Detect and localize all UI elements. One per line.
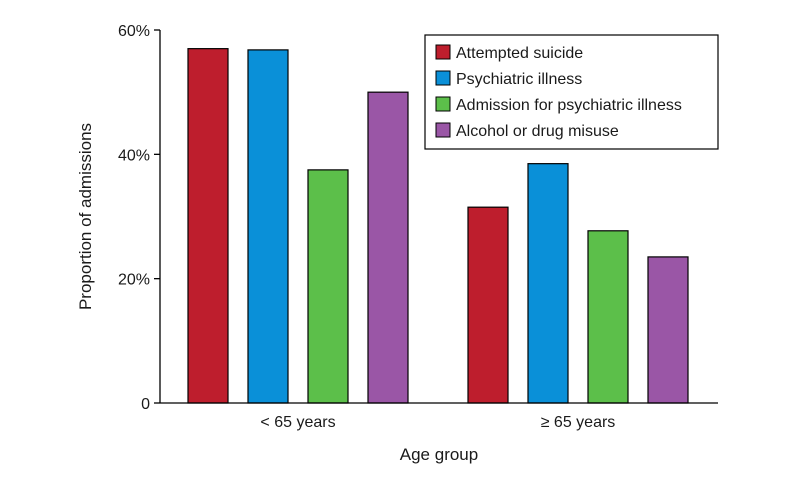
x-tick-label: < 65 years	[260, 414, 335, 431]
bar-attempted-suicide-65-plus	[467, 206, 509, 404]
legend-swatch	[435, 70, 451, 86]
y-ticks: 0 20% 40% 60%	[118, 23, 160, 413]
x-tick-label: ≥ 65 years	[541, 414, 616, 431]
legend-swatch	[435, 44, 451, 60]
bars-layer	[187, 48, 689, 404]
y-tick-label: 20%	[118, 272, 150, 289]
bar-admission-for-psychiatric-illness-65-plus	[587, 230, 629, 404]
y-tick-label: 40%	[118, 147, 150, 164]
axes-layer	[159, 30, 718, 404]
bar-alcohol-or-drug-misuse-under-65	[367, 91, 409, 404]
bar-attempted-suicide-under-65	[187, 48, 229, 404]
y-tick-label: 60%	[118, 23, 150, 40]
bar-admission-for-psychiatric-illness-under-65	[307, 169, 349, 404]
bar-psychiatric-illness-65-plus	[527, 163, 569, 404]
y-tick-label: 0	[141, 396, 150, 413]
legend-swatch	[435, 122, 451, 138]
bar-alcohol-or-drug-misuse-65-plus	[647, 256, 689, 404]
x-ticks: < 65 years ≥ 65 years	[260, 414, 615, 431]
legend-label: Psychiatric illness	[456, 71, 582, 88]
y-axis-title: Proportion of admissions	[76, 123, 95, 310]
legend-label: Attempted suicide	[456, 45, 583, 62]
legend-label: Admission for psychiatric illness	[456, 97, 682, 114]
legend: Attempted suicide Psychiatric illness Admi…	[424, 34, 719, 150]
legend-swatch	[435, 96, 451, 112]
x-axis-title: Age group	[400, 445, 478, 464]
bar-psychiatric-illness-under-65	[247, 49, 289, 404]
legend-box	[424, 34, 719, 150]
legend-label: Alcohol or drug misuse	[456, 123, 619, 140]
